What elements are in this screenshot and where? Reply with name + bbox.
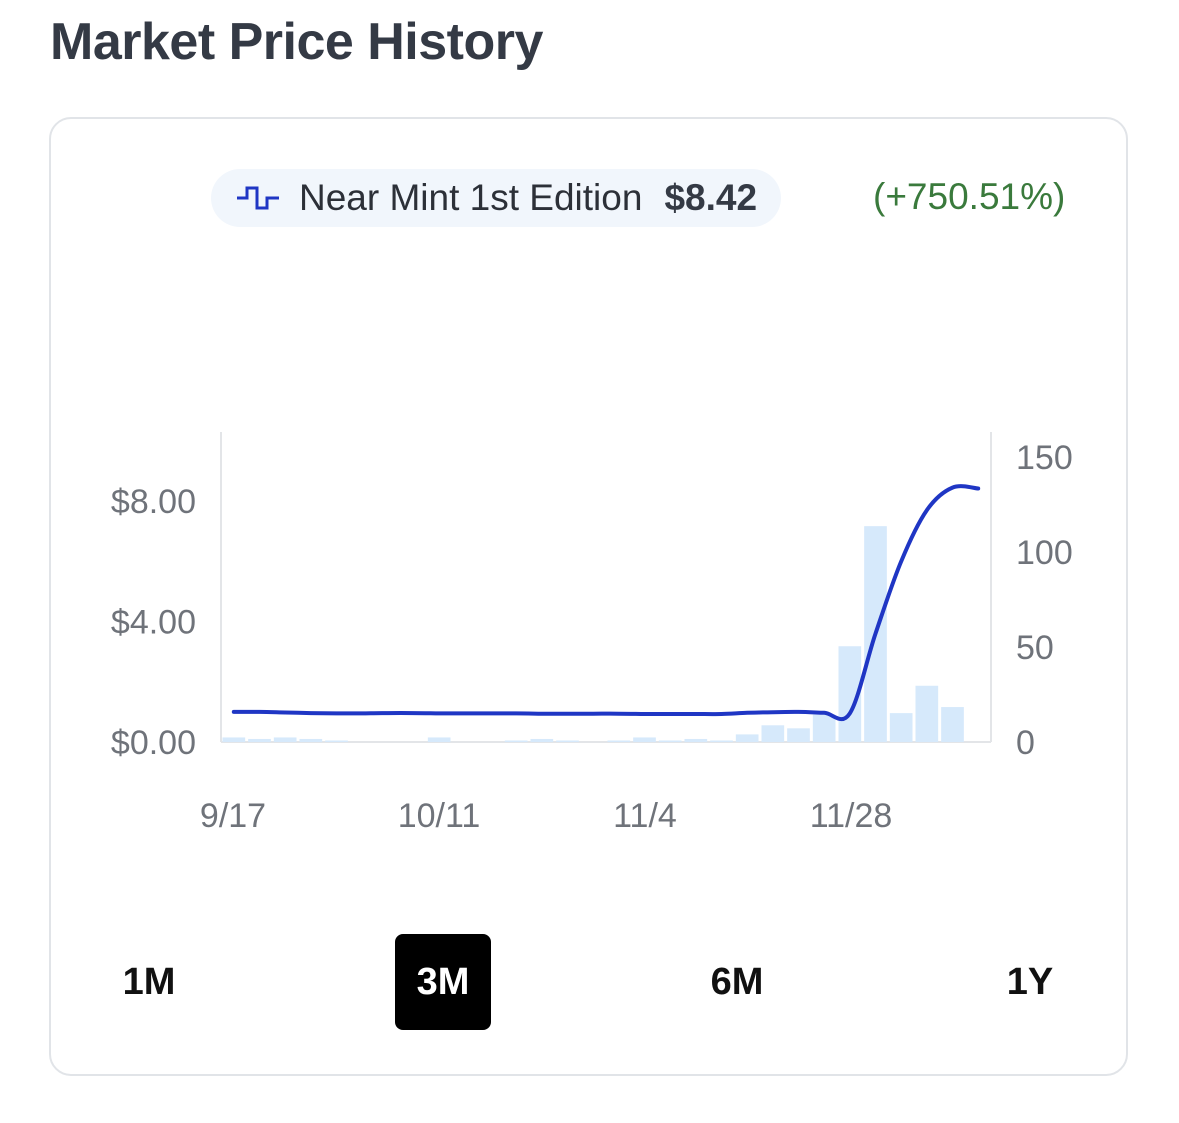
left-axis-tick-label: $4.00 xyxy=(111,604,196,642)
volume-bar xyxy=(787,728,810,742)
volume-bar xyxy=(658,740,682,742)
volume-bar xyxy=(684,738,708,742)
price-chart: $0.00 $4.00 $8.00 0 50 100 150 9/17 10/11 11/4 11/… xyxy=(111,432,1073,835)
right-axis-tick-label: 150 xyxy=(1016,439,1073,477)
left-axis-tick-label: $0.00 xyxy=(111,724,196,762)
range-1m-button[interactable]: 1M xyxy=(101,934,197,1030)
legend-change: (+750.51%) xyxy=(873,176,1066,217)
volume-bar xyxy=(248,738,271,742)
volume-bar xyxy=(299,738,323,742)
volume-bar xyxy=(735,734,759,742)
range-6m-button[interactable]: 6M xyxy=(689,934,785,1030)
legend-item[interactable]: Near Mint 1st Edition $8.42 xyxy=(211,169,782,227)
step-line-icon xyxy=(237,186,279,210)
volume-bar xyxy=(761,725,785,742)
volume-bar xyxy=(427,737,451,742)
volume-bar xyxy=(710,740,733,742)
x-axis-tick-label: 11/28 xyxy=(810,797,893,835)
volume-bar xyxy=(556,740,579,742)
x-axis-tick-label: 10/11 xyxy=(398,797,481,835)
volume-bar xyxy=(915,685,939,742)
range-selector: 1M 3M 6M 1Y xyxy=(51,934,1126,1030)
left-axis-tick-label: $8.00 xyxy=(111,483,196,521)
volume-bar xyxy=(325,740,348,742)
range-3m-button[interactable]: 3M xyxy=(395,934,491,1030)
volume-bar xyxy=(273,737,297,742)
legend-series-name: Near Mint 1st Edition xyxy=(299,177,643,218)
x-axis-tick-label: 9/17 xyxy=(200,797,266,835)
right-axis-tick-label: 50 xyxy=(1016,629,1054,667)
volume-bar xyxy=(607,740,631,742)
volume-bar xyxy=(889,713,913,742)
price-line xyxy=(231,484,981,722)
right-axis-tick-label: 100 xyxy=(1016,534,1073,572)
price-history-card: Near Mint 1st Edition $8.42 (+750.51%) $… xyxy=(49,117,1128,1076)
range-1y-button[interactable]: 1Y xyxy=(982,934,1078,1030)
right-axis-tick-label: 0 xyxy=(1016,724,1035,762)
volume-bar xyxy=(941,707,964,742)
page-title: Market Price History xyxy=(50,13,543,71)
volume-bar xyxy=(530,738,554,742)
legend-price: $8.42 xyxy=(664,177,758,218)
x-axis-tick-label: 11/4 xyxy=(613,797,677,835)
volume-bar xyxy=(812,714,836,742)
volume-bar xyxy=(222,737,246,742)
volume-bar xyxy=(504,740,528,742)
volume-bar xyxy=(633,737,656,742)
